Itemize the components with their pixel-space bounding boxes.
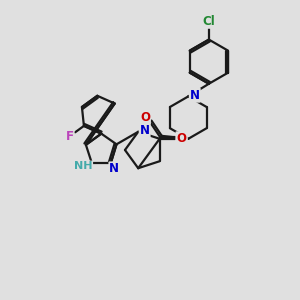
Text: N: N: [140, 124, 150, 137]
Text: N: N: [190, 89, 200, 102]
Text: N: N: [177, 134, 187, 146]
Text: NH: NH: [74, 161, 92, 172]
Text: Cl: Cl: [202, 15, 215, 28]
Text: O: O: [176, 132, 186, 145]
Text: F: F: [66, 130, 74, 143]
Text: O: O: [140, 110, 150, 124]
Text: N: N: [110, 162, 119, 175]
